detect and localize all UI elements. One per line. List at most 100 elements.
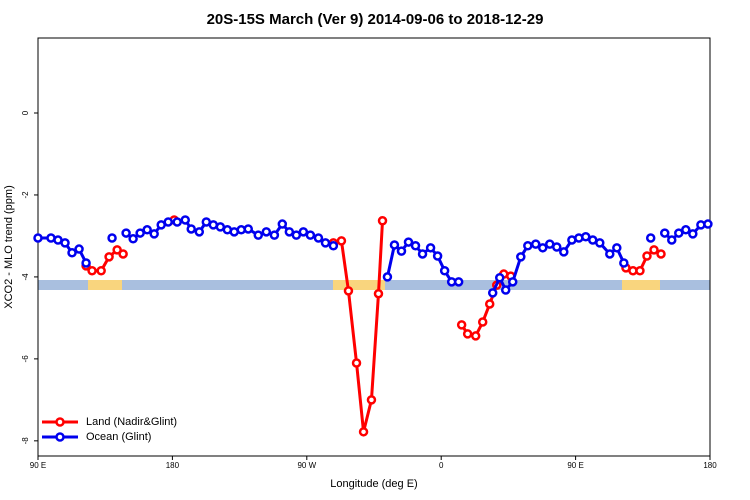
data-point xyxy=(660,228,670,238)
data-point xyxy=(530,239,541,249)
data-point xyxy=(477,317,488,327)
x-axis-label: Longitude (deg E) xyxy=(330,478,417,490)
data-point xyxy=(681,225,691,235)
data-point xyxy=(291,230,302,240)
legend-label: Land (Nadir&Glint) xyxy=(86,416,177,428)
data-point xyxy=(470,331,481,341)
data-point xyxy=(417,249,428,259)
y-tick-label: -8 xyxy=(21,437,30,445)
data-point xyxy=(87,266,97,276)
data-point xyxy=(396,246,407,256)
data-point xyxy=(377,216,388,226)
data-point xyxy=(261,227,272,237)
y-axis-label: XCO2 - MLO trend (ppm) xyxy=(3,185,15,308)
data-point xyxy=(552,242,562,252)
data-point xyxy=(688,229,698,239)
data-point xyxy=(163,217,173,227)
data-point xyxy=(507,277,518,287)
data-point xyxy=(645,233,656,243)
data-point xyxy=(410,241,421,251)
data-point xyxy=(642,251,652,261)
data-point xyxy=(128,234,138,244)
data-point xyxy=(96,266,106,276)
x-tick-label: 90 E xyxy=(30,461,46,470)
data-point xyxy=(121,228,131,238)
data-point xyxy=(142,225,152,235)
surface-strip xyxy=(38,280,710,290)
data-point xyxy=(494,272,505,283)
data-point xyxy=(112,245,122,255)
data-point xyxy=(595,238,605,248)
legend-marker xyxy=(55,432,65,442)
data-point xyxy=(328,241,339,251)
data-point xyxy=(382,272,393,282)
data-point xyxy=(33,233,43,243)
chart-title: 20S-15S March (Ver 9) 2014-09-06 to 2018… xyxy=(207,11,544,28)
data-point xyxy=(149,229,159,239)
x-tick-label: 90 E xyxy=(567,461,583,470)
data-point xyxy=(358,427,369,437)
data-point xyxy=(104,252,114,262)
data-point xyxy=(425,243,436,253)
data-point xyxy=(74,244,84,254)
data-point xyxy=(67,247,77,258)
y-tick-label: 0 xyxy=(21,110,30,115)
x-tick-label: 180 xyxy=(166,461,180,470)
data-point xyxy=(351,358,362,368)
data-point xyxy=(432,251,443,261)
data-point xyxy=(605,249,615,259)
data-point xyxy=(453,277,464,287)
data-point xyxy=(516,252,526,262)
data-point xyxy=(305,230,316,240)
data-point xyxy=(373,288,384,299)
data-point xyxy=(523,241,533,251)
legend-marker xyxy=(55,417,65,427)
data-point xyxy=(462,329,473,339)
y-tick-label: -2 xyxy=(21,191,30,199)
data-point xyxy=(500,285,511,295)
x-tick-label: 0 xyxy=(439,461,444,470)
data-point xyxy=(320,238,331,248)
data-point xyxy=(194,227,205,237)
data-point xyxy=(298,227,309,237)
data-point xyxy=(703,219,713,229)
data-point xyxy=(581,232,591,242)
data-point xyxy=(619,258,629,268)
data-point xyxy=(269,230,280,240)
data-point xyxy=(118,249,128,259)
data-point xyxy=(253,230,264,240)
data-point xyxy=(612,243,622,253)
data-point xyxy=(403,237,414,247)
data-point xyxy=(484,299,495,309)
data-point xyxy=(243,224,254,234)
series-line xyxy=(85,220,662,433)
data-point xyxy=(107,233,117,243)
data-point xyxy=(649,245,659,255)
data-point xyxy=(487,288,498,298)
data-point xyxy=(559,247,569,257)
data-point xyxy=(537,243,548,253)
data-point xyxy=(313,233,324,243)
data-point xyxy=(336,236,347,246)
data-point xyxy=(456,320,467,330)
data-point xyxy=(180,215,190,225)
x-tick-label: 90 W xyxy=(297,461,316,470)
y-tick-label: -6 xyxy=(21,355,30,363)
data-point xyxy=(667,235,677,245)
y-tick-label: -4 xyxy=(21,273,30,281)
plot-frame xyxy=(37,37,711,457)
data-point xyxy=(172,217,182,227)
data-point xyxy=(60,238,70,248)
data-point xyxy=(81,258,91,268)
data-point xyxy=(389,240,400,250)
data-point xyxy=(635,266,645,276)
data-point xyxy=(284,227,295,237)
data-point xyxy=(656,249,666,259)
data-point xyxy=(366,395,377,405)
data-point xyxy=(135,228,145,238)
data-point xyxy=(277,219,288,229)
data-point xyxy=(439,266,450,276)
data-point xyxy=(343,286,354,296)
data-point xyxy=(186,224,196,234)
